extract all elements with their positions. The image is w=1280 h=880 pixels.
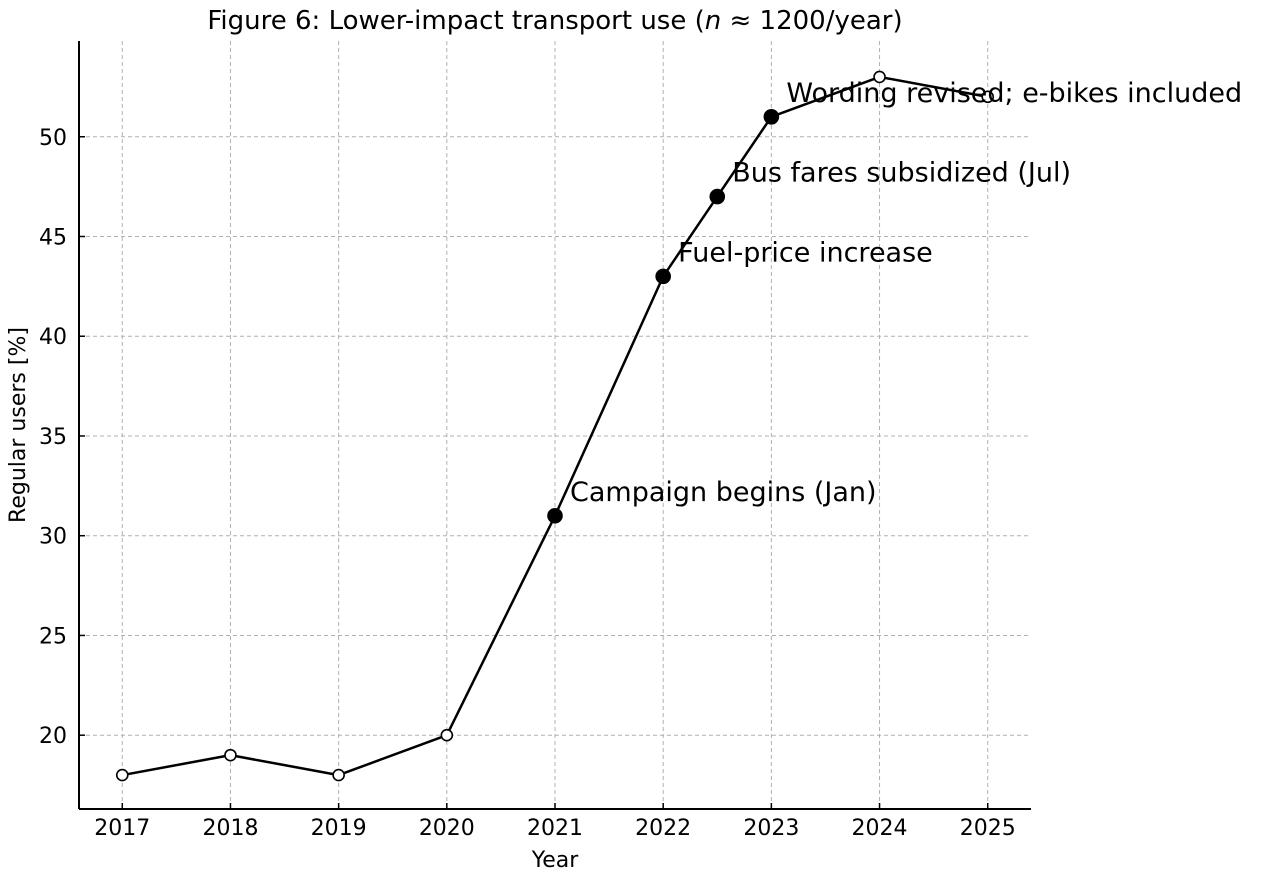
y-tick-label: 50: [39, 126, 67, 151]
x-tick-label: 2025: [960, 816, 1016, 841]
y-tick-label: 30: [39, 525, 67, 550]
y-tick-label: 40: [39, 325, 67, 350]
y-tick-label: 35: [39, 425, 67, 450]
x-tick-label: 2018: [202, 816, 258, 841]
y-tick-label: 45: [39, 225, 67, 250]
data-point-open: [115, 768, 129, 782]
ticks: 2017 2018 2019 2020 2021 2022 2023 2024 20252025…: [39, 126, 1016, 841]
x-tick-label: 2022: [635, 816, 691, 841]
data-point-open: [981, 90, 995, 104]
data-point-filled: [655, 268, 671, 285]
data-point-filled: [709, 188, 726, 205]
data-point-open: [440, 728, 454, 742]
y-axis-label: Regular users [%]: [6, 327, 31, 523]
x-tick-label: 2021: [527, 816, 583, 841]
annotation-label: Wording revised; e-bikes included: [786, 78, 1242, 109]
x-tick-label: 2024: [852, 816, 908, 841]
annotations: Campaign begins (Jan) Fuel-price increase…: [570, 78, 1242, 508]
data-point-open: [332, 768, 345, 782]
series-line: [122, 75, 988, 777]
y-tick-label: 25: [39, 624, 67, 649]
x-tick-label: 2023: [743, 816, 799, 841]
x-tick-label: 2017: [94, 816, 150, 841]
x-tick-label: 2020: [419, 816, 475, 841]
data-point-open: [873, 70, 886, 84]
y-tick-label: 20: [39, 724, 67, 749]
data-point-filled: [547, 507, 563, 524]
annotation-label: Fuel-price increase: [678, 237, 933, 268]
data-point-open: [224, 748, 237, 762]
annotation-label: Campaign begins (Jan): [570, 477, 877, 508]
annotation-label: Bus fares subsidized (Jul): [732, 158, 1071, 189]
x-axis-label: Year: [531, 848, 580, 873]
series-layer: [115, 70, 995, 782]
chart-title: Figure 6: Lower-impact transport use (n …: [207, 6, 902, 36]
data-point-filled: [763, 109, 780, 125]
x-tick-label: 2019: [311, 816, 367, 841]
grid: [79, 41, 1031, 809]
